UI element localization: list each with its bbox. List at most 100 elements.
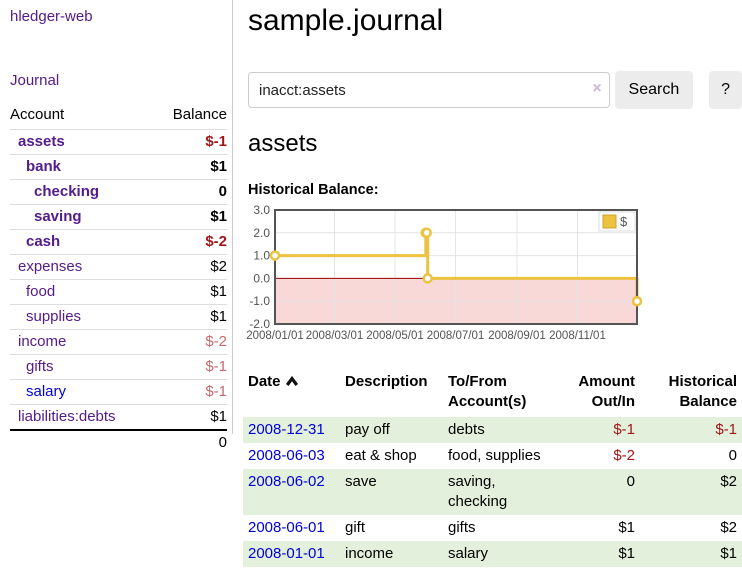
account-link[interactable]: assets — [18, 133, 65, 150]
search-input[interactable] — [248, 72, 610, 108]
account-row: expenses $2 — [10, 254, 227, 280]
account-link[interactable]: food — [26, 283, 56, 300]
register-header-row: Date Description To/From Account(s) Amou… — [243, 368, 742, 417]
account-row: supplies $1 — [10, 304, 227, 330]
register-header-date[interactable]: Date — [243, 368, 340, 417]
register-amount: $-2 — [613, 447, 635, 464]
search-help-button[interactable]: ? — [709, 71, 742, 109]
svg-text:2008/09/01: 2008/09/01 — [488, 330, 546, 342]
svg-text:$: $ — [620, 214, 628, 229]
sidebar-item-journal[interactable]: Journal — [10, 72, 60, 89]
account-balance: $-1 — [153, 354, 227, 380]
register-row: 2008-06-01 gift gifts $1 $2 — [243, 515, 742, 541]
register-row: 2008-01-01 income salary $1 $1 — [243, 541, 742, 567]
svg-text:1.0: 1.0 — [253, 249, 270, 263]
account-balance: $1 — [153, 279, 227, 305]
svg-text:2008/01/01: 2008/01/01 — [246, 330, 304, 342]
register-amount: $1 — [618, 545, 635, 562]
account-link[interactable]: gifts — [26, 358, 54, 375]
register-date-link[interactable]: 2008-12-31 — [248, 421, 325, 438]
accounts-header-account: Account — [10, 106, 65, 123]
accounts-header-balance: Balance — [172, 106, 227, 123]
register-header-accounts: To/From Account(s) — [448, 373, 527, 410]
accounts-total-row: 0 — [10, 429, 227, 455]
account-link[interactable]: bank — [26, 158, 62, 175]
sort-asc-icon — [285, 373, 299, 393]
chart-title: Historical Balance: — [248, 182, 379, 198]
account-rows: assets $-1 bank $1 checking 0 saving $1 … — [10, 129, 227, 430]
account-link[interactable]: salary — [26, 383, 67, 400]
accounts-total-value: 0 — [153, 429, 227, 455]
account-balance: $-2 — [153, 229, 227, 255]
brand-link[interactable]: hledger-web — [10, 8, 93, 25]
account-link[interactable]: expenses — [18, 258, 83, 275]
account-balance: $-1 — [153, 129, 227, 155]
register-header-amount: Amount Out/In — [578, 373, 635, 410]
register-description: gift — [345, 519, 366, 536]
register-balance: $1 — [720, 545, 737, 562]
page-title: sample.journal — [248, 4, 444, 37]
register-table: Date Description To/From Account(s) Amou… — [243, 368, 742, 567]
historical-balance-chart: 2008/01/01 2008/03/01 2008/05/01 2008/07/01… — [246, 203, 643, 342]
register-description: save — [345, 473, 377, 490]
account-row: cash $-2 — [10, 229, 227, 255]
svg-text:2008/11/01: 2008/11/01 — [549, 330, 606, 342]
clear-search-icon[interactable]: × — [592, 80, 602, 97]
register-amount: 0 — [626, 473, 635, 490]
register-description: income — [345, 545, 394, 562]
svg-text:2008/03/01: 2008/03/01 — [306, 330, 364, 342]
account-link[interactable]: supplies — [26, 308, 82, 325]
register-date-link[interactable]: 2008-01-01 — [248, 545, 325, 562]
register-accounts: debts — [448, 421, 485, 438]
register-date-link[interactable]: 2008-06-02 — [248, 473, 325, 490]
account-row: salary $-1 — [10, 379, 227, 405]
register-row: 2008-12-31 pay off debts $-1 $-1 — [243, 417, 742, 443]
account-row: assets $-1 — [10, 129, 227, 155]
register-balance: $2 — [720, 519, 737, 536]
register-rows: 2008-12-31 pay off debts $-1 $-1 2008-06… — [243, 417, 742, 567]
account-balance: $1 — [153, 304, 227, 330]
account-link[interactable]: liabilities:debts — [18, 408, 116, 425]
register-balance: $2 — [720, 473, 737, 490]
account-row: liabilities:debts $1 — [10, 404, 227, 430]
register-accounts: salary — [448, 545, 489, 562]
svg-text:2008/05/01: 2008/05/01 — [366, 330, 424, 342]
register-description: eat & shop — [345, 447, 417, 464]
register-balance: 0 — [728, 447, 737, 464]
account-link[interactable]: income — [18, 333, 67, 350]
account-balance: $1 — [153, 404, 227, 430]
register-row: 2008-06-03 eat & shop food, supplies $-2… — [243, 443, 742, 469]
register-header-balance: Historical Balance — [668, 373, 737, 410]
account-link[interactable]: cash — [26, 233, 61, 250]
register-amount: $-1 — [613, 421, 635, 438]
svg-text:2008/07/01: 2008/07/01 — [427, 330, 485, 342]
main-content: sample.journal × Search ? assets Histori… — [243, 0, 742, 567]
svg-text:-2.0: -2.0 — [249, 317, 270, 331]
svg-text:3.0: 3.0 — [253, 203, 270, 217]
account-link[interactable]: saving — [34, 208, 82, 225]
account-balance: $-2 — [153, 329, 227, 355]
account-row: income $-2 — [10, 329, 227, 355]
register-row: 2008-06-02 save saving, checking 0 $2 — [243, 469, 742, 515]
register-amount: $1 — [618, 519, 635, 536]
account-row: saving $1 — [10, 204, 227, 230]
account-balance: $-1 — [153, 379, 227, 405]
register-date-link[interactable]: 2008-06-01 — [248, 519, 325, 536]
svg-text:0.0: 0.0 — [253, 271, 270, 285]
account-link[interactable]: checking — [34, 183, 100, 200]
register-date-link[interactable]: 2008-06-03 — [248, 447, 325, 464]
account-heading: assets — [248, 130, 318, 157]
sidebar: hledger-web Journal Account Balance asse… — [0, 0, 233, 455]
account-row: food $1 — [10, 279, 227, 305]
register-accounts: saving, checking — [448, 473, 508, 510]
register-description: pay off — [345, 421, 390, 438]
register-accounts: food, supplies — [448, 447, 541, 464]
account-balance: 0 — [153, 179, 227, 205]
account-row: bank $1 — [10, 154, 227, 180]
register-balance: $-1 — [715, 421, 737, 438]
register-accounts: gifts — [448, 519, 476, 536]
sidebar-accounts-table: Account Balance assets $-1 bank $1 check… — [10, 103, 227, 455]
search-button[interactable]: Search — [614, 71, 694, 109]
account-row: checking 0 — [10, 179, 227, 205]
svg-text:-1.0: -1.0 — [249, 294, 270, 308]
